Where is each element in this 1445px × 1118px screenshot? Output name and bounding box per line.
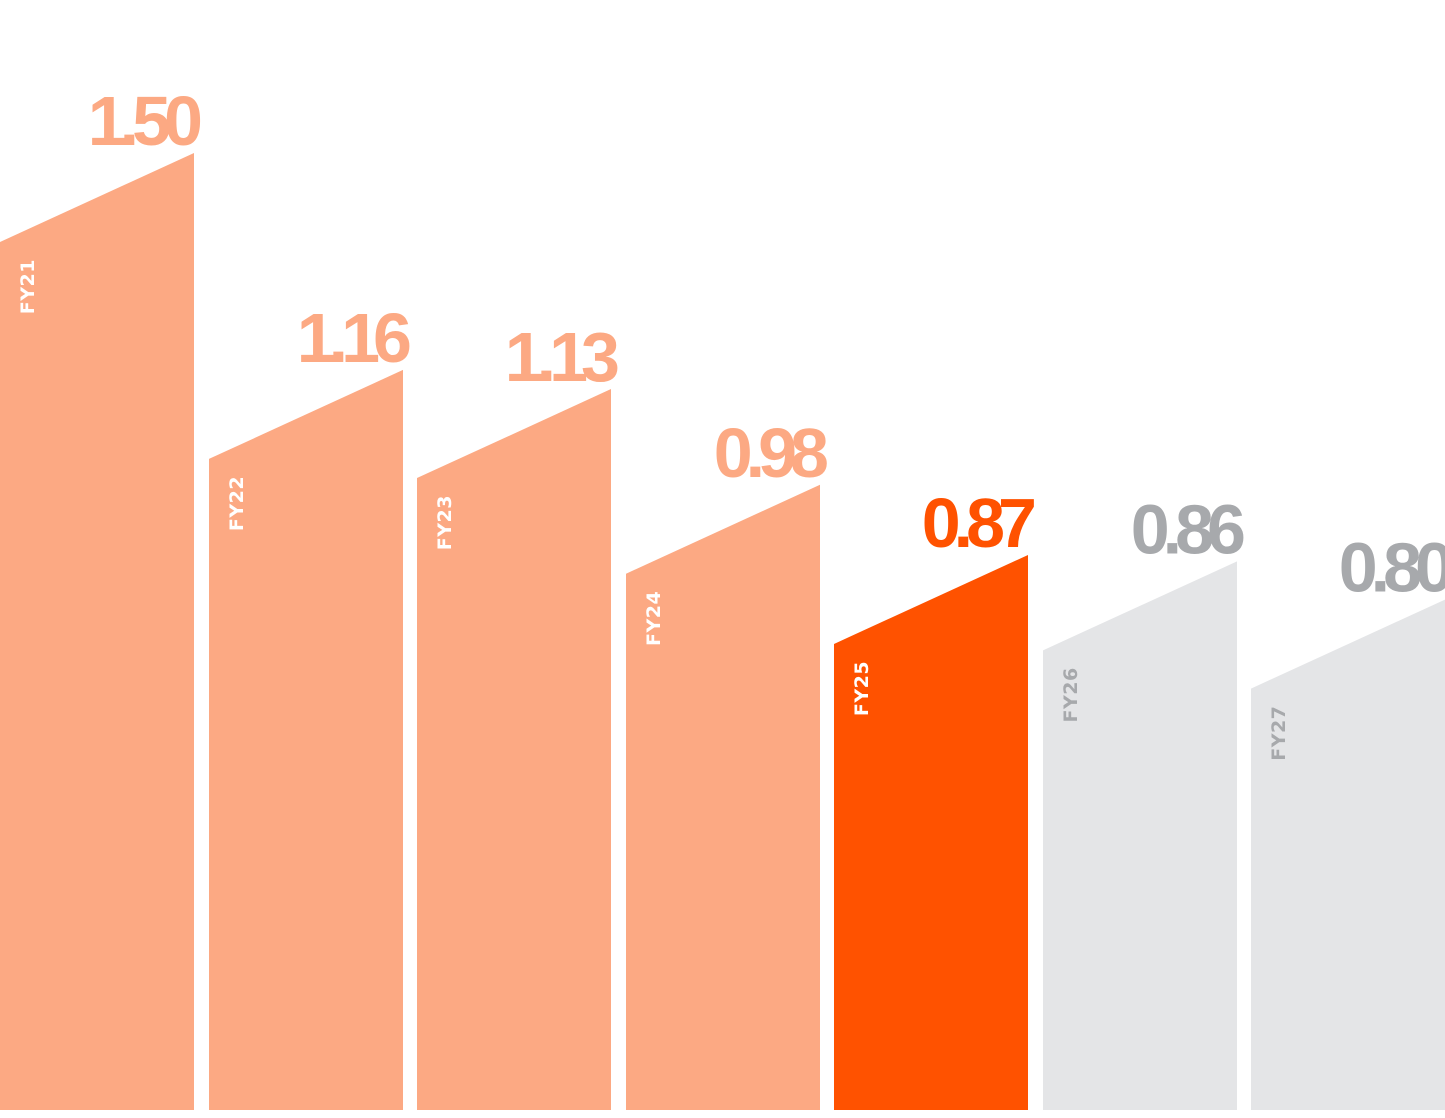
bar-fy24 — [626, 484, 820, 1110]
bar-fy26 — [1043, 561, 1237, 1110]
category-label-fy22: FY22 — [226, 476, 248, 531]
value-label-fy27: 0.80 — [1339, 529, 1445, 607]
category-label-fy21: FY21 — [17, 259, 39, 314]
value-label-fy21: 1.50 — [88, 82, 201, 160]
category-label-fy23: FY23 — [434, 495, 456, 550]
category-label-fy24: FY24 — [643, 591, 665, 646]
bar-fy21 — [0, 153, 194, 1110]
value-label-fy23: 1.13 — [505, 318, 618, 396]
category-label-fy27: FY27 — [1268, 706, 1290, 761]
bar-fy27 — [1251, 599, 1445, 1110]
category-label-fy25: FY25 — [851, 661, 873, 716]
category-label-fy26: FY26 — [1060, 667, 1082, 722]
value-label-fy25: 0.87 — [922, 484, 1034, 562]
value-label-fy22: 1.16 — [297, 299, 410, 377]
value-label-fy26: 0.86 — [1131, 490, 1244, 568]
bar-fy22 — [209, 369, 403, 1110]
value-label-fy24: 0.98 — [714, 414, 827, 492]
bar-fy25 — [834, 554, 1028, 1110]
bar-fy23 — [417, 389, 611, 1110]
